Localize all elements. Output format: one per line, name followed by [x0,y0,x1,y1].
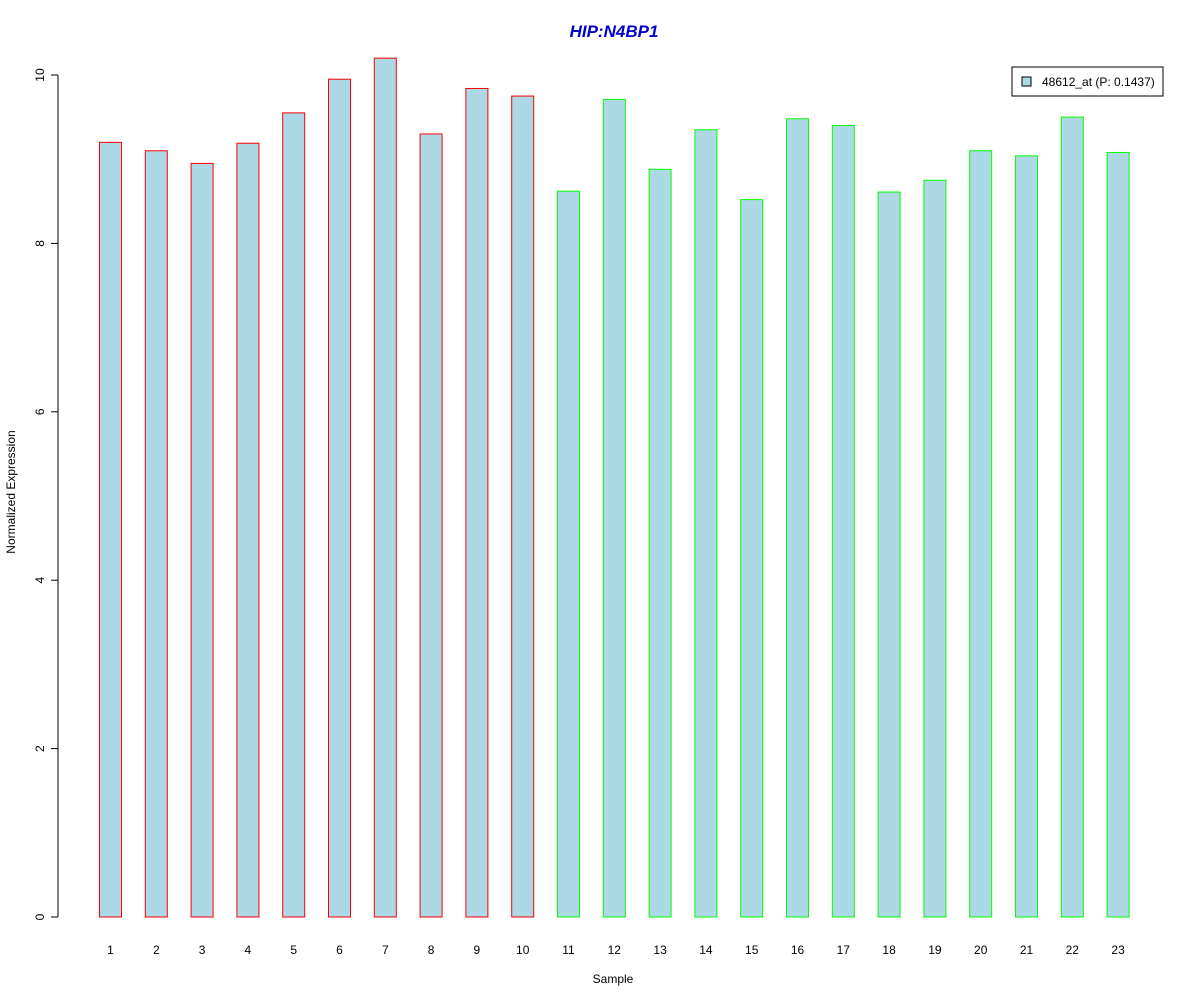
y-axis: 0 2 4 6 8 10 [33,68,59,920]
x-tick-label: 20 [974,943,988,957]
bar-sample-13 [648,168,672,918]
x-tick-label: 15 [745,943,759,957]
bar-sample-7 [373,57,397,918]
x-tick-label: 7 [382,943,389,957]
legend-box [1011,66,1164,97]
bar-sample-5 [282,112,306,918]
x-tick-label: 13 [653,943,667,957]
legend-label: 48612_at (P: 0.1437) [1042,75,1155,89]
x-tick-label: 10 [516,943,530,957]
x-tick-label: 23 [1111,943,1125,957]
bar-sample-6 [328,78,351,918]
x-tick-label: 3 [199,943,206,957]
legend-swatch [1021,76,1032,87]
x-tick-label: 11 [562,943,575,957]
y-tick-label: 4 [33,577,47,584]
x-tick-label: 9 [474,943,481,957]
x-tick-label: 16 [791,943,805,957]
chart-title: HIP:N4BP1 [570,22,659,41]
bar-sample-14 [694,129,718,918]
x-tick-labels: 1 2 3 4 5 6 7 8 9 10 11 12 13 14 15 16 17 18 19 20 21 22 23 [107,943,1125,957]
x-tick-label: 6 [336,943,343,957]
y-tick-label: 2 [33,745,47,752]
y-tick-label: 6 [33,408,47,415]
bar-sample-9 [465,87,489,918]
x-tick-label: 17 [837,943,851,957]
bar-sample-17 [831,125,855,918]
bar-sample-22 [1060,116,1084,918]
x-tick-label: 12 [608,943,622,957]
x-tick-label: 8 [428,943,435,957]
x-tick-label: 22 [1066,943,1080,957]
bar-sample-10 [511,95,535,918]
x-axis-label: Sample [593,972,634,986]
x-tick-label: 2 [153,943,160,957]
x-tick-label: 18 [882,943,896,957]
bar-sample-23 [1106,151,1130,918]
bar-sample-12 [602,98,626,918]
bar-sample-1 [99,141,122,918]
bar-sample-18 [877,191,901,918]
x-tick-label: 19 [928,943,942,957]
x-tick-label: 21 [1020,943,1034,957]
bar-sample-16 [786,118,809,918]
bar-sample-19 [923,179,947,918]
bar-sample-2 [144,150,168,918]
x-tick-label: 4 [245,943,252,957]
x-tick-label: 14 [699,943,713,957]
bar-sample-4 [236,142,260,918]
x-tick-label: 1 [107,943,114,957]
bar-sample-8 [419,133,443,918]
y-axis-label: Normalized Expression [4,430,18,553]
legend: 48612_at (P: 0.1437) [1011,66,1164,97]
bars-group [99,57,1130,918]
bar-sample-15 [740,199,764,918]
bar-sample-3 [190,162,214,918]
bar-sample-20 [969,150,993,918]
bar-sample-11 [557,190,580,918]
bar-sample-21 [1015,155,1038,918]
y-tick-label: 10 [33,68,47,82]
y-tick-label: 0 [33,913,47,920]
y-tick-label: 8 [33,240,47,247]
x-tick-label: 5 [290,943,297,957]
